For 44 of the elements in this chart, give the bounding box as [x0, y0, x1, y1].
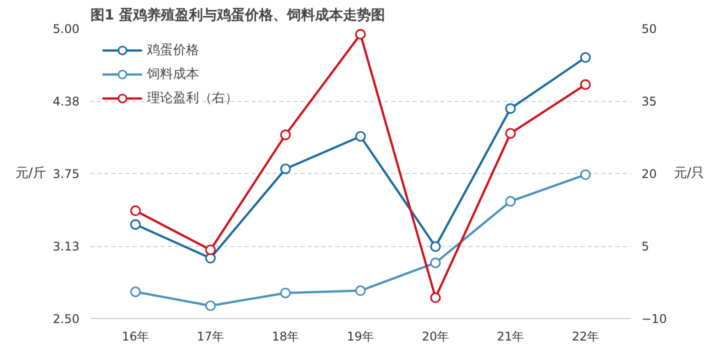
y-tick-label: 3.75: [52, 167, 80, 181]
y-tick-label: 4.38: [52, 94, 80, 108]
point: [205, 252, 216, 264]
x-tick-label: 17年: [196, 330, 224, 344]
point: [205, 300, 216, 312]
point: [355, 131, 366, 142]
y2-tick-label: 35: [642, 94, 657, 108]
point: [580, 169, 591, 180]
point: [430, 258, 441, 268]
y2-tick-label: 50: [642, 22, 657, 36]
y-tick-label: 3.13: [52, 240, 80, 254]
point: [280, 130, 291, 140]
y-tick-label: 5.00: [52, 22, 80, 36]
point: [205, 244, 216, 256]
point: [505, 128, 516, 139]
point: [130, 205, 141, 216]
point: [355, 285, 366, 296]
point: [130, 286, 141, 298]
point: [280, 288, 291, 298]
point: [580, 79, 591, 90]
y-axis-title: 元/斤: [15, 166, 46, 181]
x-tick-label: 18年: [272, 330, 300, 344]
point: [280, 164, 291, 174]
y-tick-label: 2.50: [52, 312, 80, 326]
point: [580, 52, 591, 63]
point: [430, 241, 441, 252]
point: [430, 292, 441, 304]
point: [130, 219, 141, 230]
x-tick-label: 22年: [572, 330, 600, 344]
y2-axis-title: 元/只: [674, 166, 704, 181]
legend-label: 鸡蛋价格: [147, 42, 199, 59]
x-tick-label: 16年: [122, 330, 150, 344]
y2-tick-label: 20: [642, 167, 657, 181]
chart-title: 图1 蛋鸡养殖盈利与鸡蛋价格、饲料成本走势图: [90, 6, 386, 24]
x-tick-label: 19年: [346, 330, 374, 344]
x-tick-label: 20年: [422, 330, 450, 344]
y2-tick-label: −10: [642, 312, 667, 326]
y2-tick-label: 5: [642, 240, 650, 254]
legend-label: 饲料成本: [147, 66, 199, 83]
point: [355, 29, 366, 40]
x-tick-label: 21年: [496, 330, 524, 344]
legend-label: 理论盈利（右）: [147, 90, 238, 107]
point: [505, 196, 516, 207]
point: [505, 103, 516, 114]
